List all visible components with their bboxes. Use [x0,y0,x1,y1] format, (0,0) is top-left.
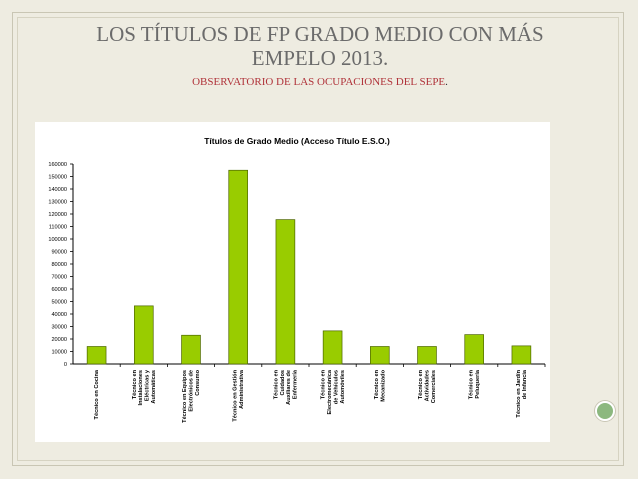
slide-title: LOS TÍTULOS DE FP GRADO MEDIO CON MÁS EM… [40,22,600,70]
decorative-circle-icon [595,401,615,421]
slide-title-line-1: LOS TÍTULOS DE FP GRADO MEDIO CON MÁS [96,22,544,46]
x-tick-label-line: Mecanizado [381,369,387,401]
bar [86,346,107,365]
slide-title-line-2: EMPELO 2013. [251,46,389,70]
bar [228,169,248,365]
x-tick-label-line: Técnico en Gestión [233,369,239,421]
y-tick-label: 160000 [48,162,67,168]
x-tick-label-line: Administrativa [239,369,245,409]
y-tick-label: 120000 [48,212,67,218]
y-tick-label: 10000 [51,350,67,356]
x-tick-label-line: Electrónicos de [189,370,195,412]
y-tick-label: 30000 [51,325,67,331]
bar [322,330,343,365]
x-tick-label-line: Peluquería [475,369,481,398]
y-tick-label: 20000 [51,337,67,343]
x-tick-label-line: de Infancia [522,369,528,399]
y-tick-label: 40000 [51,312,67,318]
bar [275,219,296,365]
slide-inner-border [17,17,619,461]
x-tick-label-line: Eléctricas y [145,369,151,401]
x-tick-label-line: Automáticas [151,370,157,404]
bar [511,345,532,365]
x-tick-label-line: Comerciales [431,370,437,403]
y-tick-label: 140000 [48,187,67,193]
x-tick-label-line: Técnico en [321,369,327,399]
bar [134,305,154,365]
x-tick-label-line: Técnico en Equipos [182,370,188,423]
x-tick-label: Técnico en Cocina [94,369,100,419]
slide-outer-border [12,12,624,466]
x-tick-label: Técnico en GestiónAdministrativa [233,369,245,421]
x-tick-label-line: Cuidados [280,370,286,395]
x-tick-label-line: Auxiliares de [286,370,292,405]
slide-subtitle-dot: . [445,76,448,88]
chart-panel: Títulos de Grado Medio (Acceso Título E.… [35,122,550,442]
x-tick-label-line: Técnico en [273,369,279,399]
x-tick-label-line: de Vehículos [333,370,339,404]
x-tick-label-line: Técnico en [418,369,424,399]
x-tick-label-line: Enfermería [293,369,299,399]
x-tick-label-line: Técnico en [469,369,475,399]
y-tick-label: 100000 [48,237,67,243]
y-tick-label: 80000 [51,262,67,268]
x-tick-label-line: Instalaciones [138,370,144,405]
x-tick-label: Técnico enMecanizado [374,369,386,401]
x-tick-label: Técnico enCuidadosAuxiliares deEnfermerí… [273,369,298,405]
x-tick-label: Técnico en Jardínde Infancia [516,369,528,417]
bar [181,334,201,365]
x-tick-label-line: Técnico en Cocina [94,369,100,419]
bar [464,334,484,365]
x-tick-label-line: Técnico en [374,369,380,399]
x-tick-label: Técnico enPeluquería [469,369,481,399]
x-tick-label-line: Actividades [425,370,431,401]
slide-subtitle: OBSERVATORIO DE LAS OCUPACIONES DEL SEPE… [40,76,600,88]
y-tick-label: 130000 [48,200,67,206]
bar [370,346,390,365]
bar-chart: Títulos de Grado Medio (Acceso Título E.… [48,136,546,423]
x-tick-label-line: Consumo [195,369,201,395]
x-tick-label: Técnico enActividadesComerciales [418,369,437,403]
y-tick-label: 70000 [51,275,67,281]
x-tick-label-line: Técnico en [132,369,138,399]
x-tick-label: Técnico enElectromecánicade VehículosAut… [321,369,346,414]
y-tick-label: 150000 [48,175,67,181]
x-tick-label-line: Electromecánica [327,369,333,414]
y-tick-label: 0 [64,362,67,368]
x-tick-label-line: Automóviles [340,370,346,404]
y-tick-label: 90000 [51,250,67,256]
x-tick-label-line: Técnico en Jardín [516,369,522,417]
bar [417,346,437,365]
y-tick-label: 60000 [51,287,67,293]
slide-subtitle-text: OBSERVATORIO DE LAS OCUPACIONES DEL SEPE [192,76,446,88]
y-tick-label: 50000 [51,300,67,306]
chart-title: Títulos de Grado Medio (Acceso Título E.… [204,136,390,146]
x-tick-label: Técnico enInstalacionesEléctricas yAutom… [132,369,157,405]
plot-area: 0 10000 20000 30000 40000 50000 60000 70000 8000… [48,162,546,423]
x-tick-label: Técnico en EquiposElectrónicos deConsumo [182,369,201,422]
y-tick-label: 110000 [49,225,67,231]
